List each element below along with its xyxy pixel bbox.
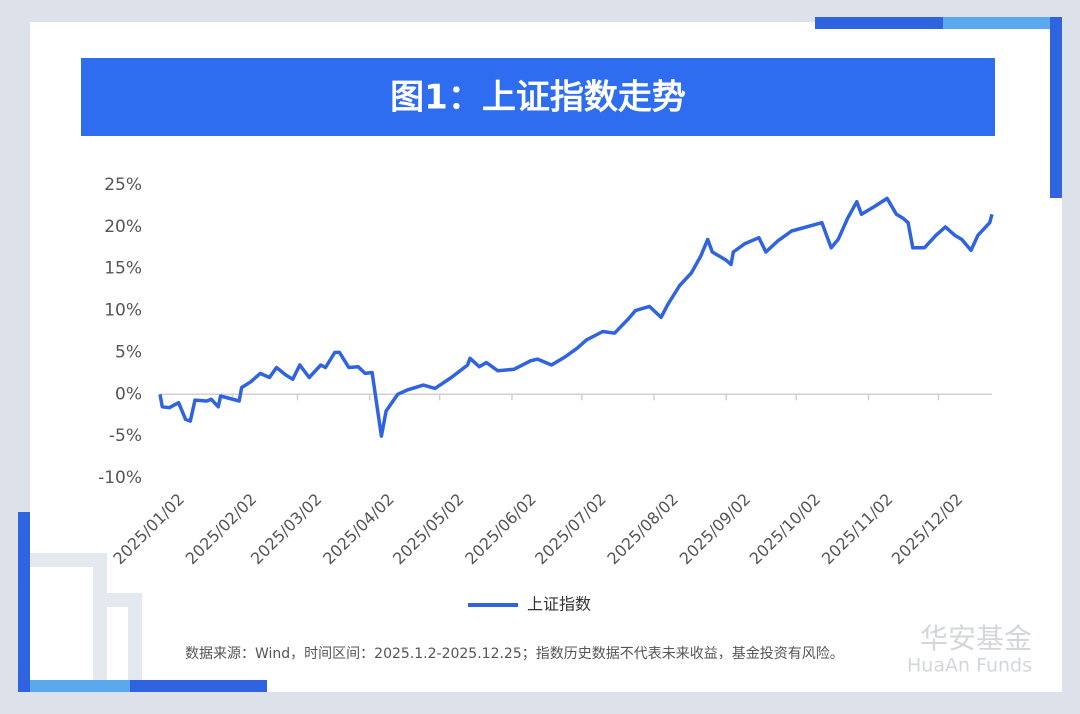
y-tick-label: -10% (98, 468, 142, 488)
legend: 上证指数 (468, 595, 591, 614)
y-tick-label: 0% (115, 384, 142, 404)
deco (130, 680, 267, 692)
deco (815, 17, 943, 29)
deco (943, 17, 1062, 29)
y-tick-label: 25% (104, 175, 142, 195)
watermark: HuaAn Funds (907, 655, 1032, 677)
y-tick-label: 10% (104, 301, 142, 321)
deco (18, 512, 30, 692)
deco (30, 553, 142, 680)
deco (30, 680, 130, 692)
chart-title: 图1：上证指数走势 (390, 78, 686, 118)
line (158, 196, 994, 438)
y-tick-label: 20% (104, 217, 142, 237)
source-note: 数据来源：Wind，时间区间：2025.1.2-2025.12.25；指数历史数… (185, 645, 844, 662)
y-tick-label: -5% (109, 426, 142, 446)
y-tick-label: 15% (104, 259, 142, 279)
title-bar (81, 58, 995, 136)
legend-label: 上证指数 (527, 595, 591, 614)
deco (1050, 17, 1062, 198)
watermark: 华安基金 (920, 622, 1032, 655)
y-tick-label: 5% (115, 342, 142, 362)
